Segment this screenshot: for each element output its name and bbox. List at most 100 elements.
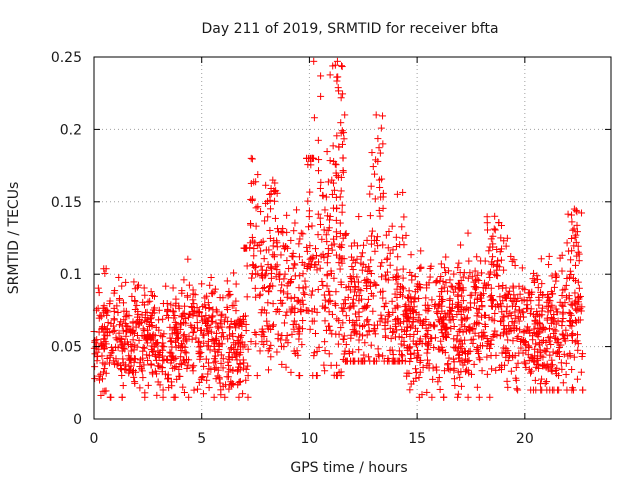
data-point [438,285,446,293]
data-point [388,346,396,354]
data-point [283,211,291,219]
data-point [393,190,401,198]
data-point [217,386,225,394]
data-point [131,297,139,305]
data-point [202,355,210,363]
y-tick-label: 0.1 [60,267,82,283]
data-point [474,347,482,355]
data-point [390,328,398,336]
data-point [147,360,155,368]
data-point [232,280,240,288]
data-point [571,299,579,307]
data-point [101,338,109,346]
data-point [453,336,461,344]
data-point [485,270,493,278]
data-point [512,376,520,384]
data-point [370,236,378,244]
axis-ticks: 0 5 10 15 20 0 0.05 0.1 0.15 0.2 0.25 [51,50,611,447]
data-point [175,365,183,373]
data-point [377,311,385,319]
data-point [220,333,228,341]
data-point [364,295,372,303]
data-point [223,277,231,285]
data-point [252,204,260,212]
data-point [411,273,419,281]
data-point [490,331,498,339]
data-point [366,190,374,198]
data-point [483,213,491,221]
data-point [394,253,402,261]
data-point [311,329,319,337]
data-point [170,325,178,333]
data-point [332,216,340,224]
data-point [164,375,172,383]
data-point [548,272,556,280]
data-point [565,247,573,255]
data-point [337,94,345,102]
data-point [109,346,117,354]
data-point [337,255,345,263]
data-point [291,350,299,358]
data-point [342,229,350,237]
data-point [208,335,216,343]
data-point [169,307,177,315]
data-point [143,351,151,359]
data-point [416,337,424,345]
data-point [543,316,551,324]
data-point [489,261,497,269]
data-point [546,324,554,332]
data-point [160,343,168,351]
data-point [321,367,329,375]
data-point [175,372,183,380]
data-point [159,386,167,394]
data-point [328,330,336,338]
data-point [533,272,541,280]
data-point [359,323,367,331]
data-point [377,124,385,132]
data-point [395,347,403,355]
data-point [230,269,238,277]
data-point [180,276,188,284]
data-point [167,338,175,346]
data-point [323,259,331,267]
data-point [264,299,272,307]
data-point [193,319,201,327]
data-point [203,376,211,384]
data-point [331,160,339,168]
data-point [444,361,452,369]
data-point [500,237,508,245]
data-point [539,362,547,370]
data-point [416,358,424,366]
data-point [287,368,295,376]
data-point [497,234,505,242]
data-point [527,297,535,305]
data-point [355,346,363,354]
data-point [473,283,481,291]
data-point [291,261,299,269]
data-point [223,303,231,311]
data-point [200,339,208,347]
data-point [100,323,108,331]
data-point [486,340,494,348]
data-point [343,357,351,365]
data-point [229,332,237,340]
data-point [399,265,407,273]
data-point [397,351,405,359]
data-point [278,332,286,340]
data-point [571,316,579,324]
data-point [388,328,396,336]
data-point [332,288,340,296]
data-point [236,360,244,368]
data-point [188,304,196,312]
data-point [500,266,508,274]
data-point [511,262,519,270]
data-point [349,326,357,334]
data-point [328,176,336,184]
data-point [434,304,442,312]
data-point [284,339,292,347]
data-point [345,304,353,312]
data-point [487,352,495,360]
data-point [570,353,578,361]
data-point [100,365,108,373]
data-point [511,352,519,360]
